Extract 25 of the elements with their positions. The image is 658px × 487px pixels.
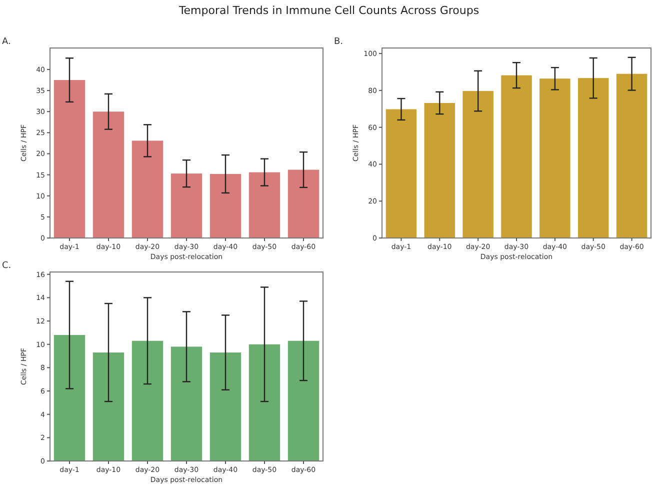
bar	[210, 352, 242, 461]
bar	[616, 74, 648, 238]
bar	[288, 340, 320, 461]
bar	[54, 335, 86, 461]
chart-title: A.	[2, 37, 11, 47]
bar	[132, 340, 164, 461]
bar	[54, 80, 86, 238]
bar	[288, 170, 320, 238]
bar	[132, 140, 164, 238]
bar	[248, 344, 280, 461]
bar	[170, 346, 202, 461]
bar	[501, 75, 532, 238]
bar	[424, 102, 456, 238]
bar	[578, 78, 609, 238]
bar	[170, 174, 202, 238]
bar	[386, 109, 417, 238]
text: Temporal Trends in Immune Cell Counts Across Groups	[178, 4, 480, 17]
chart-title: B.	[334, 37, 344, 47]
bar	[462, 90, 494, 238]
bar	[92, 352, 124, 461]
bar	[210, 174, 242, 238]
bar	[92, 112, 124, 238]
chart-title: C.	[2, 261, 12, 271]
bar	[540, 78, 570, 238]
bar	[248, 172, 280, 238]
